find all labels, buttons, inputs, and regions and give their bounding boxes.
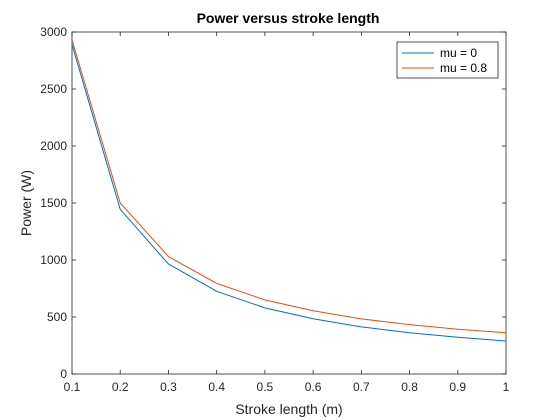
- series-line-mu-0-8: [71, 39, 507, 334]
- x-axis: 0.1 0.2 0.3 0.4 0.5 0.6 0.7 0.8 0.9 1: [64, 32, 510, 394]
- y-tick-label: 3000: [40, 25, 67, 39]
- x-tick-label: 0.7: [353, 380, 370, 394]
- y-tick-label: 2500: [40, 82, 67, 96]
- y-tick-label: 1000: [40, 253, 67, 267]
- legend-entry-label: mu = 0.8: [440, 61, 487, 75]
- x-axis-label: Stroke length (m): [235, 401, 342, 417]
- y-tick-label: 0: [60, 367, 67, 381]
- x-tick-label: 0.6: [305, 380, 322, 394]
- y-axis-label: Power (W): [18, 170, 34, 236]
- y-tick-label: 2000: [40, 139, 67, 153]
- x-tick-label: 0.5: [257, 380, 274, 394]
- y-tick-label: 500: [47, 310, 67, 324]
- legend-entry-label: mu = 0: [440, 46, 477, 60]
- series-lines: [71, 39, 507, 342]
- y-axis: 0 500 1000 1500 2000 2500 3000: [40, 25, 506, 381]
- y-tick-label: 1500: [40, 196, 67, 210]
- x-tick-label: 0.9: [449, 380, 466, 394]
- legend-box: [396, 41, 499, 79]
- series-line-mu-0: [71, 44, 507, 342]
- chart-title: Power versus stroke length: [197, 10, 380, 26]
- x-tick-label: 1: [503, 380, 510, 394]
- x-tick-label: 0.3: [160, 380, 177, 394]
- x-tick-label: 0.8: [401, 380, 418, 394]
- legend: mu = 0mu = 0.8: [396, 41, 499, 79]
- x-tick-label: 0.4: [208, 380, 225, 394]
- x-tick-label: 0.2: [112, 380, 129, 394]
- x-tick-label: 0.1: [64, 380, 81, 394]
- plot-area: [71, 31, 507, 375]
